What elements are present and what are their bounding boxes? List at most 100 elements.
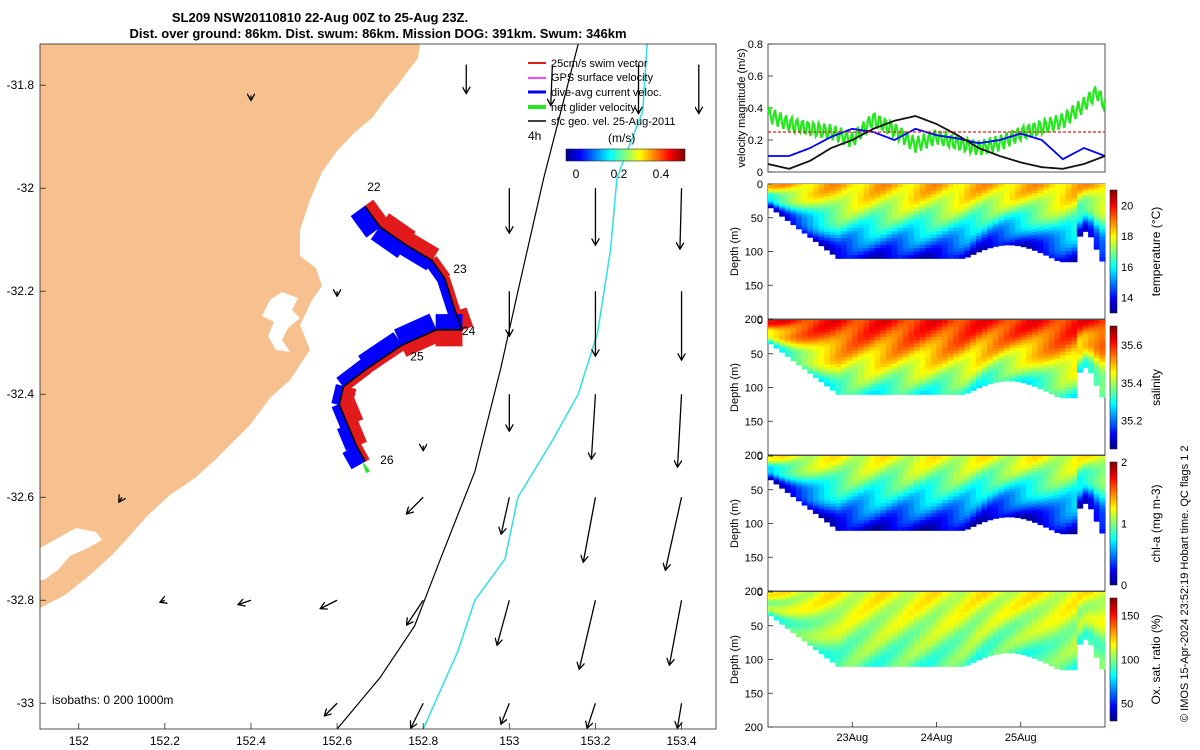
section-cell [987,363,994,367]
section-cell [942,194,949,199]
section-cell [824,624,831,629]
section-cell [885,632,893,637]
section-cell [885,472,893,477]
section-cell [1054,249,1061,255]
velocity-series-line [768,127,1106,161]
section-cell [953,190,960,195]
section-cell [829,462,836,467]
section-cell [829,630,836,634]
section-cell [998,222,1005,227]
section-cell [914,234,921,239]
section-cell [874,523,881,528]
section-cell [1071,394,1078,399]
section-cell [970,601,977,606]
section-cell [835,622,842,627]
section-cell [846,211,853,215]
section-cell [1048,247,1056,252]
section-cell [1015,514,1022,519]
section-cell [1082,335,1089,338]
section-cell [992,373,999,378]
section-cell [964,237,971,241]
section-cell [863,204,870,209]
geo-vectors [119,64,698,728]
section-cell [930,605,938,610]
section-cell [812,631,820,635]
section-cell [1076,472,1084,476]
section-cell [796,352,803,356]
section-cell [869,234,876,239]
section-cell [1082,477,1089,481]
section-cell [919,187,926,192]
section-cell [1020,473,1027,477]
section-cell [1015,367,1022,371]
section-cell [958,506,966,511]
section-cell [908,204,915,209]
section-cell [869,370,876,375]
section-cell [919,489,926,494]
section-cell [1015,320,1022,324]
section-cell [863,350,870,355]
section-cell [1099,515,1106,520]
section-cell [919,635,926,640]
section-cell [1009,320,1016,324]
section-cell [936,211,943,215]
section-cell [1088,219,1095,223]
section-cell [773,616,780,618]
section-cell [891,639,898,644]
section-cell [784,341,792,344]
section-cell [981,485,988,490]
section-cell [1071,362,1078,367]
section-cell [829,459,836,463]
section-cell [768,596,775,598]
section-cell [824,237,831,242]
section-cell [942,646,949,650]
section-cell [1082,186,1089,189]
section-cell [970,468,977,473]
section-cell [891,333,898,338]
section-cell [829,329,836,334]
section-cell [1076,486,1084,490]
section-cell [919,619,926,623]
section-cell [919,211,926,215]
section-cell [1043,213,1050,217]
section-cell [874,231,881,236]
section-cell [1060,512,1067,517]
section-cell [1003,192,1011,196]
section-cell [936,231,943,236]
section-cell [970,516,977,521]
section-cell [857,251,865,256]
section-cell [812,210,820,214]
section-cell [852,459,859,464]
section-cell [1060,466,1067,471]
section-cell [981,216,988,221]
section-cell [1020,325,1027,330]
section-cell [869,456,876,460]
section-cell [841,384,848,389]
section-cell [1003,339,1011,343]
section-cell [964,605,971,610]
section-cell [1088,494,1095,498]
section-cell [1031,341,1039,345]
section-cell [919,244,926,249]
section-cell [1060,251,1067,256]
section-cell [902,646,910,650]
section-cell [869,323,876,328]
section-cell [1015,186,1022,191]
section-cell [773,603,780,606]
estuary [262,292,300,352]
geo-vector-arrow [407,599,424,624]
section-cell [1020,359,1027,364]
section-cell [1082,362,1089,366]
section-cell [970,371,977,375]
section-cell [824,320,831,324]
section-cell [880,496,887,501]
section-cell [992,492,999,497]
section-cell [852,462,859,467]
section-cell [852,254,859,259]
section-cell [919,380,926,385]
section-cell [829,320,836,324]
section-cell [981,204,988,209]
section-cell [891,619,898,623]
section-cell [801,598,808,602]
section-cell [812,644,820,648]
